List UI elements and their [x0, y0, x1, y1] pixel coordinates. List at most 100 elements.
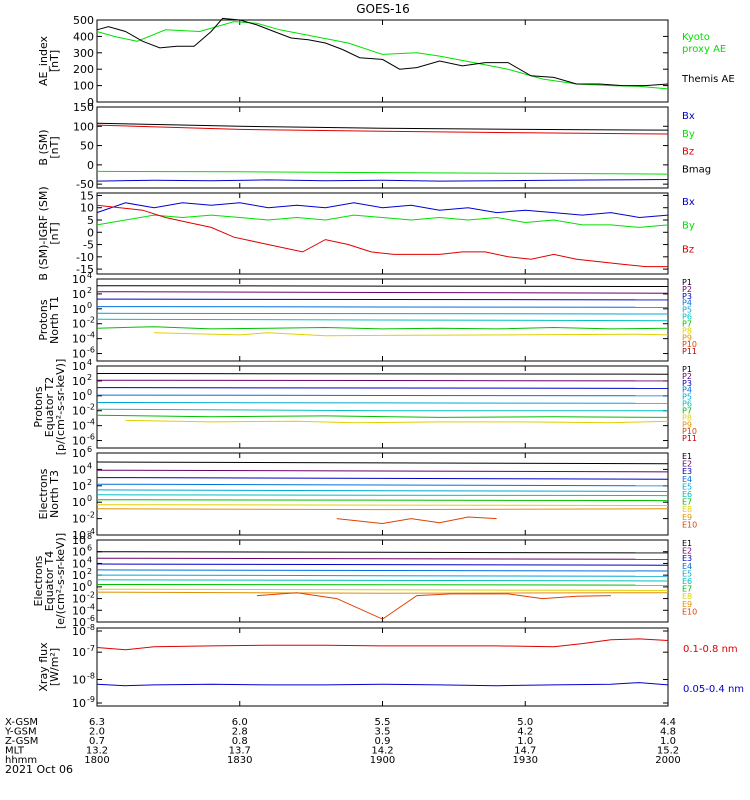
series-line-p3: [96, 387, 669, 389]
ytick-label: 10: [72, 496, 86, 509]
y-axis-label: [p/(cm²-s-sr-keV)]: [54, 359, 67, 456]
series-line-e7: [96, 499, 669, 502]
ytick-exponent: -2: [87, 591, 95, 600]
panel-frame: [96, 627, 669, 707]
series-line-bx: [96, 202, 669, 219]
legend-label-p4: P4: [682, 386, 692, 395]
axis-row-value: 3.5: [375, 727, 391, 738]
y-axis-label: [nT]: [48, 136, 61, 158]
series-line-e6: [96, 579, 669, 582]
axis-row-value: 1.0: [517, 736, 533, 747]
axis-row-value: 4.2: [517, 727, 533, 738]
panel-b: -50 0 50 100 150 B (SM)[nT] Bx By Bz Bmag: [37, 101, 711, 191]
axis-row-value: 1900: [370, 755, 395, 766]
ytick-label: 10: [72, 646, 86, 659]
ytick-label: 100: [73, 80, 94, 93]
y-axis-label: Electrons: [37, 468, 50, 519]
legend-label-p10: P10: [682, 427, 697, 436]
legend-label-p1: P1: [682, 278, 692, 287]
ytick-label: 10: [72, 480, 86, 493]
legend-label-by: By: [682, 221, 695, 232]
panel-frame: [96, 19, 669, 103]
series-line-p7: [96, 326, 669, 330]
series-line-p1: [96, 373, 669, 375]
series-line-e2: [96, 557, 669, 560]
legend-label-p9: P9: [682, 333, 692, 342]
series-line-p4: [96, 306, 669, 308]
series-line-by: [96, 170, 669, 175]
ytick-label: 10: [72, 557, 86, 570]
ytick-label: 10: [72, 390, 86, 403]
series-line-0-1-0-8-nm: [96, 638, 669, 651]
legend-label-kyoto-proxy-ae: Kyoto: [682, 32, 710, 43]
ytick-label: 10: [72, 303, 86, 316]
series-line-p3: [96, 298, 669, 301]
axis-row-value: 0.7: [89, 736, 105, 747]
series-line-e4: [96, 569, 669, 572]
date-label: 2021 Oct 06: [5, 763, 73, 776]
legend-label-e8: E8: [682, 592, 692, 601]
legend-label-e9: E9: [682, 513, 692, 522]
series-line-p6: [96, 318, 669, 322]
axis-row-value: 5.0: [517, 717, 533, 728]
y-axis-label: AE_index: [37, 35, 50, 86]
axis-row-value: 2.0: [89, 727, 105, 738]
legend-label-by: By: [682, 129, 695, 140]
legend-label-e4: E4: [682, 475, 692, 484]
axis-row-value: 2.8: [232, 727, 248, 738]
legend-label-bx: Bx: [682, 111, 695, 122]
legend-label-p4: P4: [682, 299, 692, 308]
ytick-label: 10: [72, 546, 86, 559]
series-line-p2: [96, 291, 669, 294]
legend-label-bz: Bz: [682, 147, 694, 158]
ytick-exponent: 2: [87, 373, 92, 382]
axis-row-value: 4.8: [660, 727, 676, 738]
axis-row-value: 4.4: [660, 717, 676, 728]
series-line-e3: [96, 477, 669, 480]
ytick-label: 300: [73, 47, 94, 60]
series-line-e3: [96, 563, 669, 566]
ytick-exponent: 2: [87, 478, 92, 487]
series-line-p8: [125, 419, 669, 424]
figure-title: GOES-16: [356, 2, 410, 16]
legend-label-kyoto-proxy-ae: proxy AE: [682, 44, 726, 55]
axis-row-value: 1800: [84, 755, 109, 766]
ytick-exponent: 8: [87, 532, 92, 541]
ytick-label: 10: [72, 375, 86, 388]
legend-label-e7: E7: [682, 498, 692, 507]
axis-row-label: hhmm: [5, 755, 37, 766]
ytick-label: -5: [83, 239, 94, 252]
legend-label-e10: E10: [682, 520, 697, 529]
time-axis-table: X-GSM 6.3 6.0 5.5 5.0 4.4 Y-GSM 2.0 2.8 3.5 4.2 4.8…: [4, 717, 681, 766]
legend-label-p7: P7: [682, 406, 692, 415]
legend-label-p11: P11: [682, 347, 697, 356]
series-line-p6: [96, 408, 668, 412]
legend-label-p10: P10: [682, 340, 697, 349]
legend-label-p11: P11: [682, 434, 697, 443]
y-axis-label: North T3: [48, 470, 61, 518]
series-line-bmag: [96, 122, 669, 131]
legend-label-0-1-0-8-nm: 0.1-0.8 nm: [683, 644, 738, 655]
ytick-exponent: 0: [87, 388, 92, 397]
y-axis-label: North T1: [48, 296, 61, 344]
legend-label-p5: P5: [682, 393, 692, 402]
ytick-label: 10: [72, 447, 86, 460]
axis-row-value: 2000: [655, 755, 680, 766]
series-line-e8: [96, 504, 669, 506]
axis-row-label: Y-GSM: [4, 727, 37, 738]
series-line-by: [96, 214, 669, 228]
legend-label-p6: P6: [682, 400, 692, 409]
series-line-e10: [336, 516, 497, 525]
legend-label-e9: E9: [682, 600, 692, 609]
series-line-bx: [96, 179, 669, 182]
series-line-e5: [96, 574, 669, 577]
legend-label-bx: Bx: [682, 197, 695, 208]
ytick-label: 10: [72, 288, 86, 301]
ytick-label: 10: [72, 697, 86, 710]
ytick-label: 5: [87, 214, 94, 227]
series-line-e7: [96, 584, 669, 586]
